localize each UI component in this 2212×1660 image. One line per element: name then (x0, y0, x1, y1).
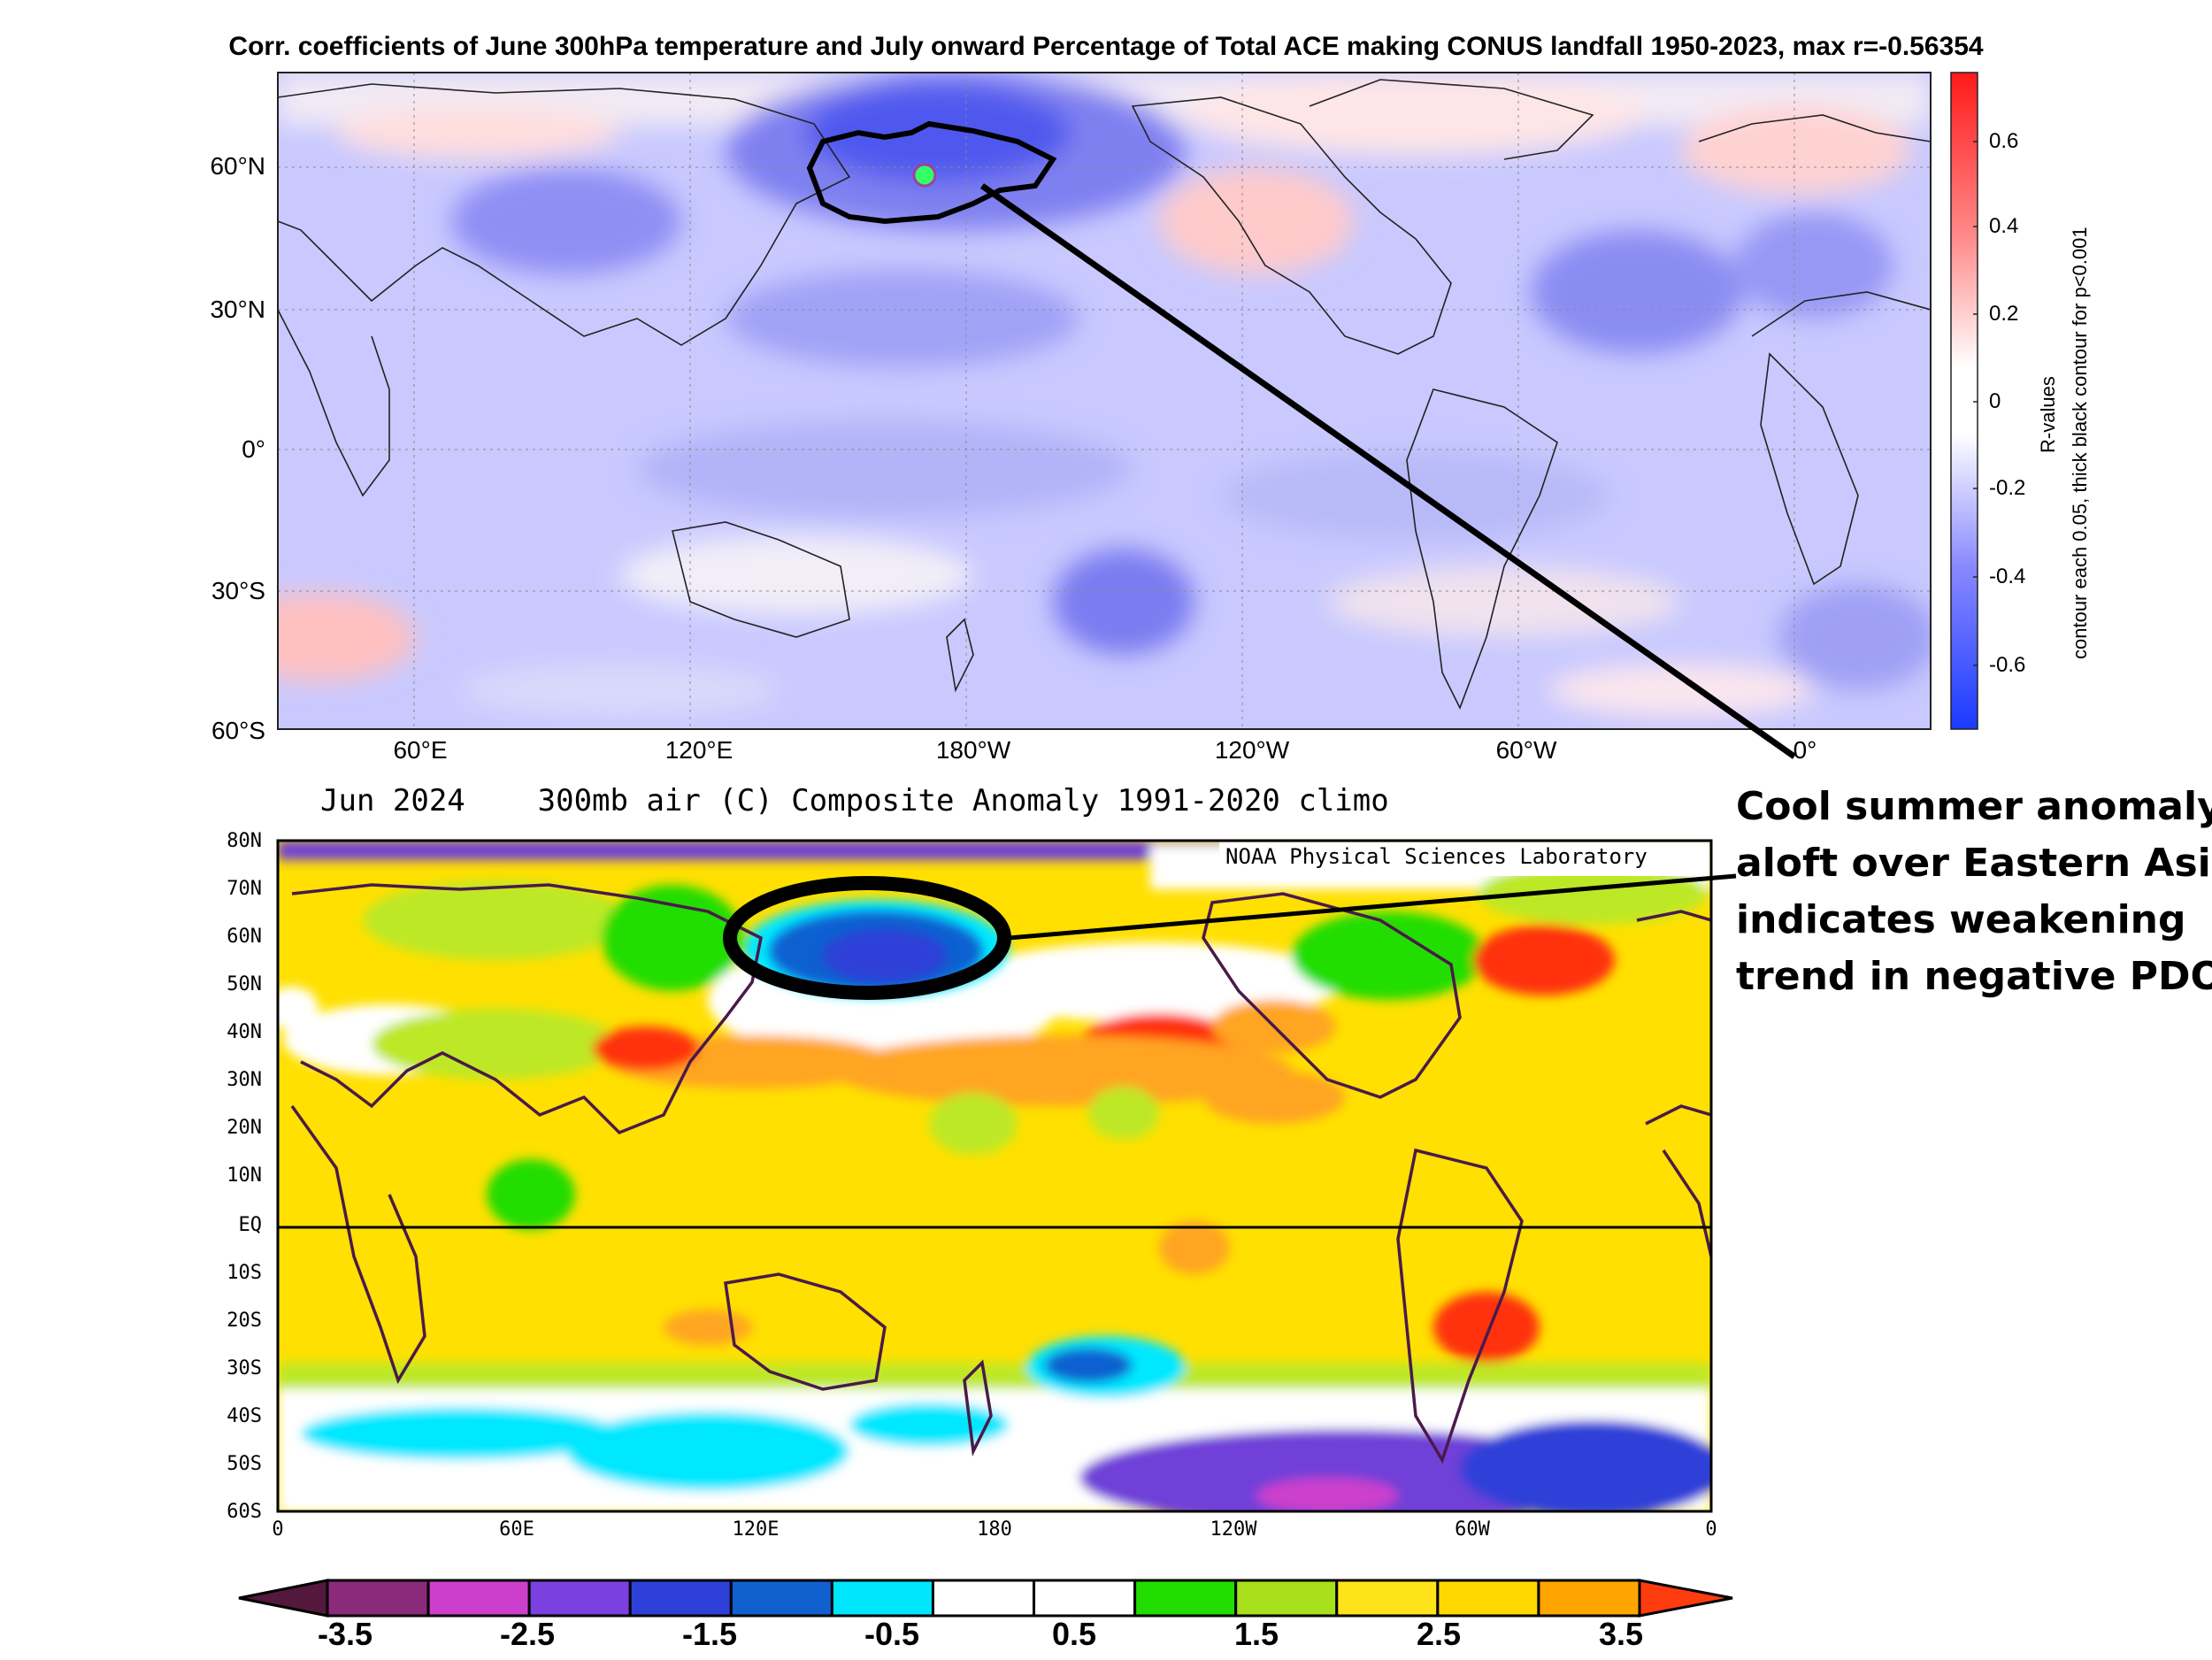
colorbar-swatch (326, 1579, 430, 1618)
anomaly-map (278, 841, 1711, 1511)
bottom-colorbar (238, 1579, 1733, 1618)
colorbar-swatch (1335, 1579, 1440, 1618)
top-lat-label: 30°S (211, 577, 265, 604)
bottom-lat-label: EQ (238, 1214, 263, 1236)
bottom-lon-label: 60W (1455, 1518, 1490, 1541)
colorbar-swatch (527, 1579, 632, 1618)
top-colorbar-tick: -0.2 (1989, 476, 2026, 500)
colorbar-swatch (830, 1579, 934, 1618)
top-lon-label: 60°E (393, 736, 448, 764)
significance-contour (806, 120, 1057, 225)
bottom-lat-label: 10N (227, 1164, 262, 1187)
pointer-line-top (979, 183, 1797, 759)
bottom-colorbar-label: 1.5 (1233, 1616, 1279, 1652)
bottom-lon-label: 0 (1705, 1518, 1717, 1541)
bottom-lat-label: 30N (227, 1069, 262, 1091)
colorbar-swatch (729, 1579, 833, 1618)
bottom-lat-label: 40N (227, 1021, 262, 1043)
bottom-colorbar-label: -1.5 (681, 1616, 738, 1652)
noaa-credit: NOAA Physical Sciences Laboratory (1225, 844, 1647, 869)
bottom-lat-label: 50N (227, 973, 262, 995)
bottom-coastlines (290, 883, 1711, 1464)
top-lat-label: 30°N (210, 296, 265, 323)
annotation-line: trend in negative PDO (1736, 954, 2212, 999)
bottom-lon-label: 60E (499, 1518, 534, 1541)
top-lon-label: 0° (1793, 736, 1817, 764)
top-colorbar-tick: -0.6 (1989, 653, 2026, 677)
colorbar-swatch (628, 1579, 733, 1618)
bottom-lat-label: 10S (227, 1262, 262, 1284)
bottom-colorbar-label: 3.5 (1598, 1616, 1644, 1652)
colorbar-swatch (1234, 1579, 1339, 1618)
top-lon-label: 180°W (935, 736, 1011, 764)
bottom-lat-label: 20N (227, 1117, 262, 1139)
bottom-colorbar-label: -2.5 (499, 1616, 556, 1652)
top-lon-label: 120°E (664, 736, 733, 764)
bottom-lat-label: 60N (227, 926, 262, 948)
bottom-lat-label: 20S (227, 1310, 262, 1332)
top-coastlines (278, 79, 1931, 710)
annotation-line: indicates weakening (1736, 897, 2186, 942)
top-colorbar-tick: 0.4 (1989, 214, 2019, 238)
bottom-colorbar-label: 2.5 (1416, 1616, 1462, 1652)
top-lon-label: 60°W (1495, 736, 1557, 764)
correlation-map (278, 73, 1931, 729)
bottom-map-title: Jun 2024 300mb air (C) Composite Anomaly… (320, 783, 1389, 818)
colorbar-arrow-left (238, 1579, 329, 1618)
top-lat-label: 60°S (211, 717, 265, 744)
annotation-line: aloft over Eastern Asia (1736, 841, 2212, 886)
top-lat-label: 60°N (210, 152, 265, 180)
max-correlation-marker (912, 163, 937, 188)
top-map-title: Corr. coefficients of June 300hPa temper… (228, 32, 1984, 61)
bottom-lat-label: 30S (227, 1357, 262, 1379)
top-lat-label: 0° (242, 435, 265, 463)
top-lon-label: 120°W (1214, 736, 1290, 764)
bottom-lon-label: 180 (977, 1518, 1012, 1541)
bottom-lat-label: 40S (227, 1405, 262, 1427)
bottom-lat-label: 50S (227, 1453, 262, 1475)
annotation-line: Cool summer anomaly (1736, 784, 2212, 829)
bottom-lat-label: 80N (227, 830, 262, 852)
pointer-line-bottom (1008, 873, 1737, 941)
annotation-text: Cool summer anomaly aloft over Eastern A… (1736, 779, 2212, 1005)
bottom-colorbar-label: 0.5 (1051, 1616, 1097, 1652)
top-colorbar-tick: 0 (1989, 389, 2001, 413)
bottom-colorbar-label: -3.5 (317, 1616, 373, 1652)
colorbar-swatch (1537, 1579, 1641, 1618)
top-colorbar-tick: -0.4 (1989, 565, 2026, 588)
bottom-lon-label: 120E (732, 1518, 780, 1541)
colorbar-swatch (1133, 1579, 1238, 1618)
colorbar-arrow-right (1638, 1579, 1733, 1618)
bottom-lat-label: 60S (227, 1501, 262, 1523)
bottom-lat-label: 70N (227, 878, 262, 900)
colorbar-label-contour: contour each 0.05, thick black contour f… (2069, 227, 2091, 659)
colorbar-swatch (1436, 1579, 1540, 1618)
colorbar-swatch (931, 1579, 1036, 1618)
bottom-lon-label: 0 (272, 1518, 284, 1541)
top-colorbar (1950, 72, 1978, 730)
bottom-colorbar-label: -0.5 (864, 1616, 920, 1652)
top-colorbar-tick: 0.6 (1989, 129, 2019, 153)
top-colorbar-tick: 0.2 (1989, 302, 2019, 326)
colorbar-swatch (426, 1579, 531, 1618)
colorbar-swatch (1033, 1579, 1137, 1618)
colorbar-label-rvalues: R-values (2037, 376, 2059, 453)
bottom-lon-label: 120W (1210, 1518, 1257, 1541)
highlight-ellipse (723, 876, 1011, 1000)
